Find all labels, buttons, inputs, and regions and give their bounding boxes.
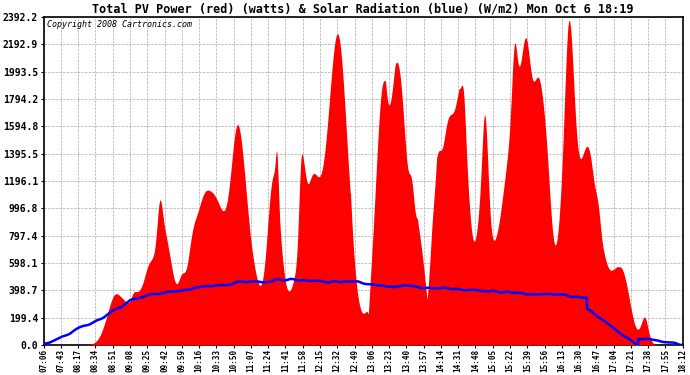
Title: Total PV Power (red) (watts) & Solar Radiation (blue) (W/m2) Mon Oct 6 18:19: Total PV Power (red) (watts) & Solar Rad… [92,3,634,16]
Text: Copyright 2008 Cartronics.com: Copyright 2008 Cartronics.com [47,20,192,29]
